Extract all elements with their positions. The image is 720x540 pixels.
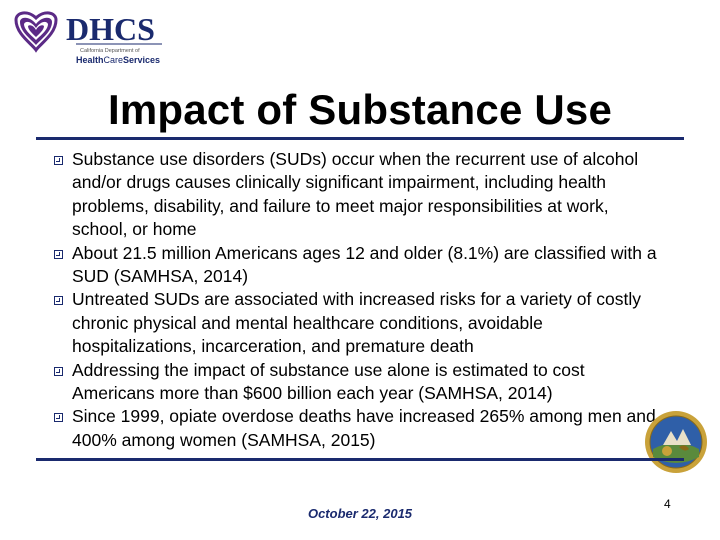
bullet-text: Substance use disorders (SUDs) occur whe… xyxy=(72,149,639,240)
logo-subtitle: California Department of xyxy=(80,48,140,54)
bullet-list: Substance use disorders (SUDs) occur whe… xyxy=(54,148,664,452)
bullet-text: About 21.5 million Americans ages 12 and… xyxy=(72,242,657,287)
slide-title: Impact of Substance Use xyxy=(107,86,613,133)
dhcs-logo: DHCS California Department of HealthCare… xyxy=(14,11,162,65)
bullet-item: Addressing the impact of substance use a… xyxy=(54,359,664,406)
checkbox-bullet-icon xyxy=(54,296,63,306)
checkbox-bullet-icon xyxy=(54,413,63,423)
logo-wordmark: DHCS xyxy=(66,11,155,47)
bullet-text: Untreated SUDs are associated with incre… xyxy=(72,289,641,357)
bullet-item: Substance use disorders (SUDs) occur whe… xyxy=(54,148,664,242)
footer-divider xyxy=(36,458,684,461)
checkbox-bullet-icon xyxy=(54,366,63,376)
page-number: 4 xyxy=(664,497,671,511)
footer-date: October 22, 2015 xyxy=(307,506,413,521)
logo-service-name: HealthCareServices xyxy=(76,55,160,65)
checkbox-bullet-icon xyxy=(54,249,63,259)
bullet-text: Since 1999, opiate overdose deaths have … xyxy=(72,406,656,450)
bullet-text: Addressing the impact of substance use a… xyxy=(72,359,585,404)
bullet-item: About 21.5 million Americans ages 12 and… xyxy=(54,242,664,289)
bullet-item: Since 1999, opiate overdose deaths have … xyxy=(54,405,664,452)
bullet-item: Untreated SUDs are associated with incre… xyxy=(54,288,664,358)
checkbox-bullet-icon xyxy=(54,156,63,165)
california-seal-icon xyxy=(645,411,707,473)
title-divider xyxy=(36,137,684,140)
